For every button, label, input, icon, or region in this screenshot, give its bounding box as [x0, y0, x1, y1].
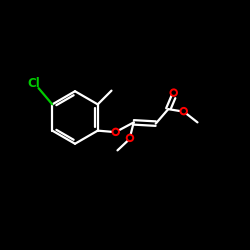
- Text: Cl: Cl: [28, 76, 40, 90]
- Circle shape: [112, 128, 119, 135]
- Circle shape: [180, 108, 187, 114]
- Circle shape: [127, 134, 133, 141]
- Circle shape: [170, 89, 177, 96]
